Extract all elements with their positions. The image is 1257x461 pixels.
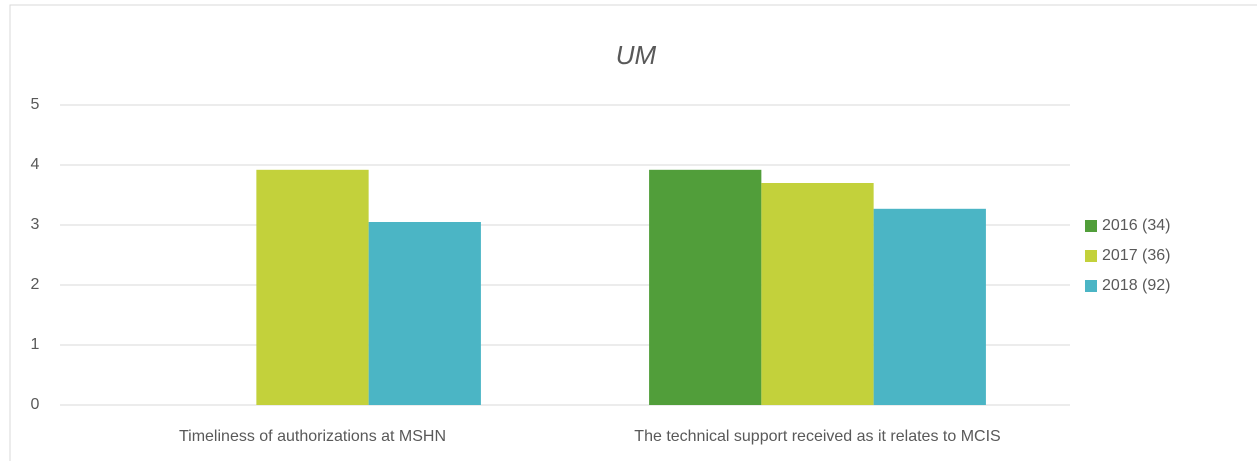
y-tick-label: 4 [31,156,40,173]
chart-title: UM [616,40,657,70]
legend-swatch [1085,280,1097,292]
bar [256,169,369,405]
legend-label: 2017 (36) [1102,247,1171,264]
y-tick-label: 1 [31,336,40,353]
y-tick-label: 5 [31,96,40,113]
chart-frame [9,4,1257,461]
bar [873,208,986,405]
y-tick-label: 2 [31,276,40,293]
legend-swatch [1085,220,1097,232]
x-tick-label: The technical support received as it rel… [634,428,1000,445]
y-tick-label: 0 [31,396,40,413]
legend-label: 2016 (34) [1102,217,1171,234]
x-tick-label: Timeliness of authorizations at MSHN [179,428,446,445]
bar [761,183,874,405]
legend-swatch [1085,250,1097,262]
y-tick-label: 3 [31,216,40,233]
bar [368,222,481,405]
bar [649,169,762,405]
legend-label: 2018 (92) [1102,277,1171,294]
